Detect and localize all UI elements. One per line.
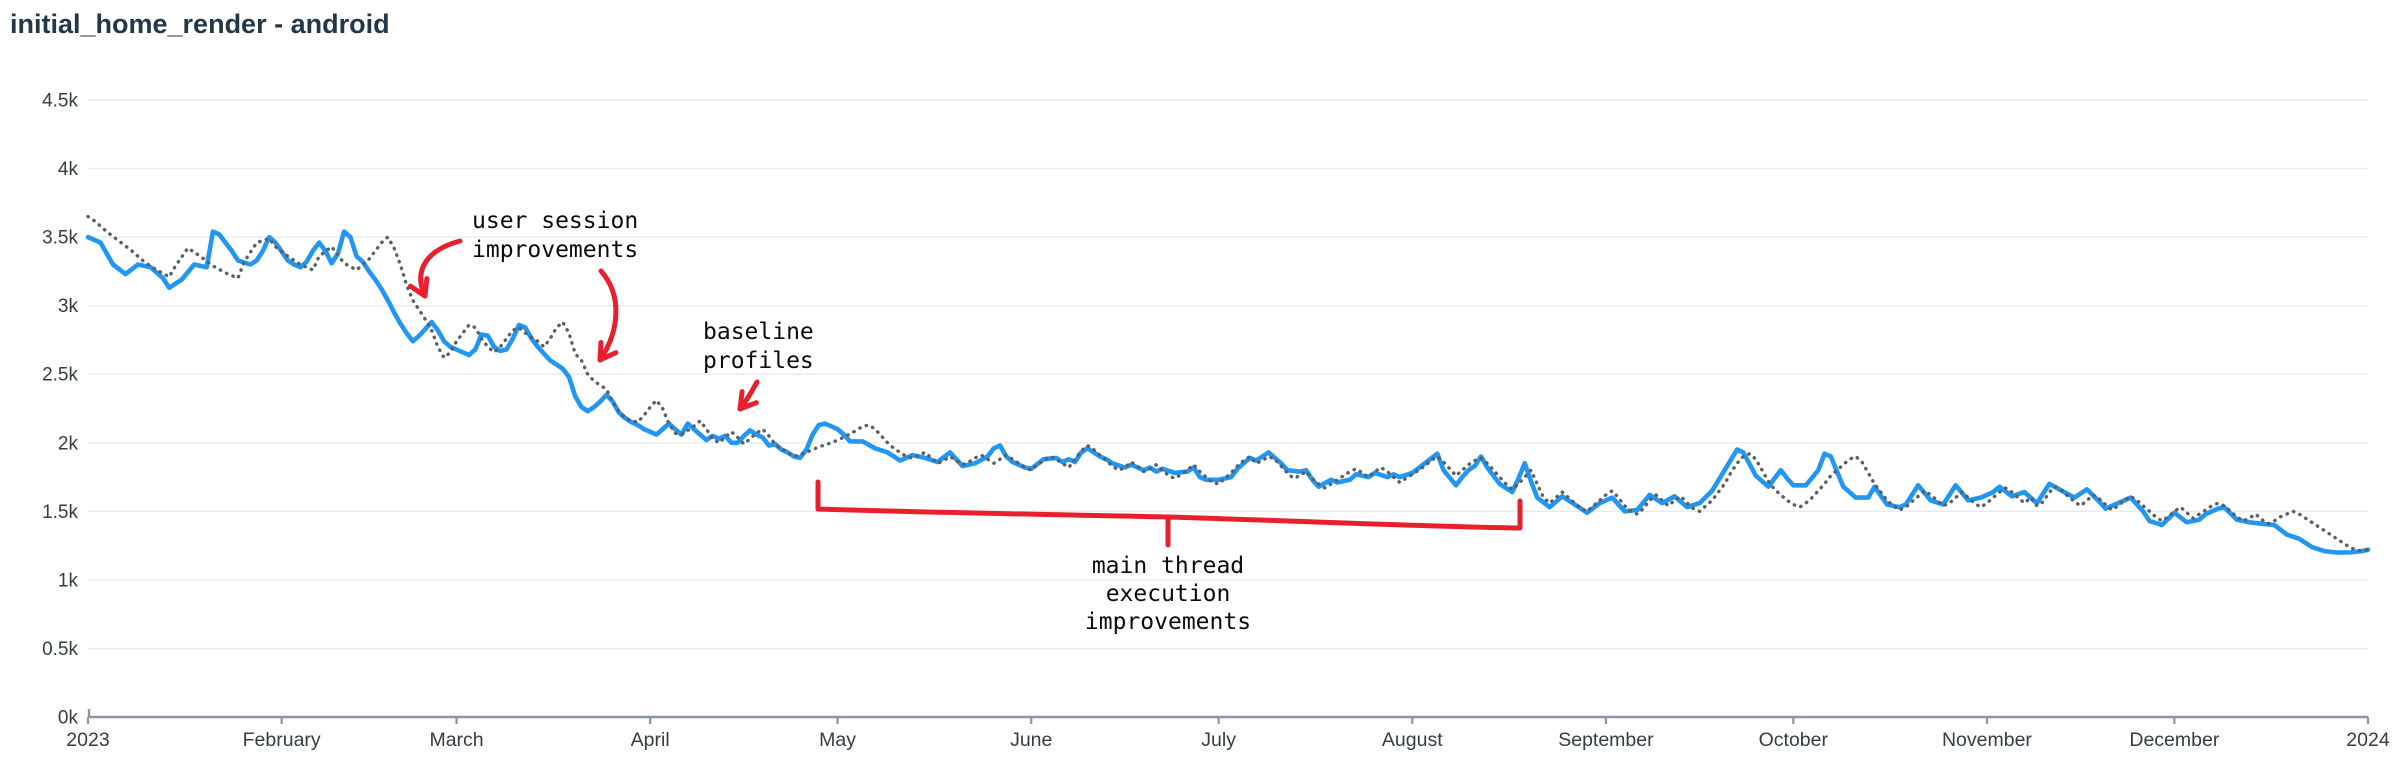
x-tick-label-2023: 2023 [66, 729, 109, 751]
x-tick-label-June: June [1010, 729, 1052, 751]
main-thread-label-line-1: main thread [1092, 553, 1244, 579]
main-thread-label-line-2: execution [1106, 581, 1231, 607]
y-tick-label-3k: 3k [58, 296, 79, 317]
y-tick-label-1k: 1k [58, 570, 79, 591]
main-thread-label-line-3: improvements [1085, 609, 1251, 635]
user-session-label-line-1: user session [472, 208, 638, 234]
x-tick-label-July: July [1201, 729, 1236, 751]
y-tick-label-4.5k: 4.5k [42, 91, 78, 112]
x-tick-label-December: December [2129, 729, 2219, 751]
axes [86, 709, 2370, 724]
annotations: user session improvements baseline profiles… [408, 208, 1523, 635]
y-tick-label-2k: 2k [58, 433, 79, 454]
x-tick-label-February: February [243, 729, 321, 751]
x-tick-label-August: August [1382, 729, 1443, 751]
y-tick-label-4k: 4k [58, 159, 79, 180]
x-tick-label-September: September [1558, 729, 1654, 751]
arrow-baseline-profiles-icon [737, 379, 760, 412]
arrow-user-session-1-icon [408, 238, 463, 299]
baseline-profiles-label-line-2: profiles [703, 348, 814, 374]
chart-plot-area[interactable] [88, 100, 2368, 717]
y-tick-label-0.5k: 0.5k [42, 639, 78, 660]
y-tick-label-3.5k: 3.5k [42, 228, 78, 249]
data-series [85, 214, 2371, 555]
y-tick-label-2.5k: 2.5k [42, 365, 78, 386]
x-tick-label-March: March [429, 729, 483, 751]
x-tick-label-2024: 2024 [2346, 729, 2390, 751]
x-tick-label-October: October [1759, 729, 1829, 751]
page-title: initial_home_render - android [10, 9, 390, 39]
baseline-profiles-label-line-1: baseline [703, 319, 814, 345]
x-tick-label-November: November [1942, 729, 2032, 751]
user-session-label-line-2: improvements [472, 237, 638, 263]
series-render-time-trend-dotted-gray [86, 214, 2370, 553]
arrow-user-session-2-icon [597, 268, 619, 363]
y-tick-label-0k: 0k [58, 708, 79, 729]
x-tick-label-April: April [631, 729, 670, 751]
y-tick-label-1.5k: 1.5k [42, 502, 78, 523]
x-tick-label-May: May [819, 729, 856, 751]
gridlines [88, 99, 2368, 650]
series-render-time-solid-blue [85, 229, 2371, 555]
axis-labels: 0k 0.5k 1k 1.5k 2k 2.5k 3k 3.5k 4k 4.5k 2023 Februa… [42, 91, 2390, 752]
